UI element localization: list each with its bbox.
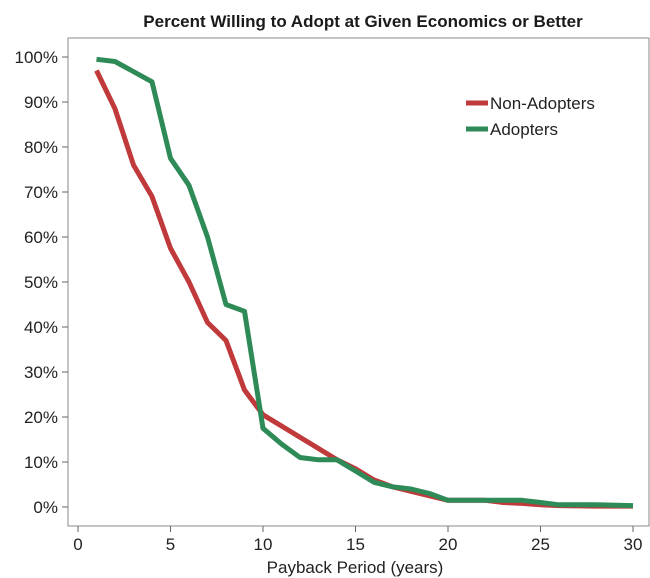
x-tick-label: 10 [254, 535, 273, 554]
x-axis-label: Payback Period (years) [267, 558, 444, 577]
y-tick-label: 0% [33, 498, 58, 517]
x-tick-label: 5 [166, 535, 175, 554]
legend: Non-Adopters Adopters [466, 94, 595, 139]
y-tick-label: 40% [24, 318, 58, 337]
x-tick-label: 0 [73, 535, 82, 554]
y-tick-label: 70% [24, 183, 58, 202]
legend-label: Non-Adopters [490, 94, 595, 113]
x-tick-label: 30 [624, 535, 643, 554]
y-tick-label: 50% [24, 273, 58, 292]
x-tick-label: 20 [439, 535, 458, 554]
y-tick-label: 20% [24, 408, 58, 427]
legend-label: Adopters [490, 120, 558, 139]
y-tick-label: 90% [24, 93, 58, 112]
y-tick-label: 10% [24, 453, 58, 472]
y-tick-label: 60% [24, 228, 58, 247]
x-tick-label: 25 [531, 535, 550, 554]
y-tick-label: 80% [24, 138, 58, 157]
series-group [94, 56, 634, 509]
chart-title: Percent Willing to Adopt at Given Econom… [143, 12, 583, 31]
y-tick-label: 30% [24, 363, 58, 382]
y-tick-label: 100% [15, 48, 58, 67]
axes-group: 0% 10% 20% 30% 40% 50% 60% 70% 80% 90% 100% 0 5 10 15 2… [15, 37, 650, 554]
series-line-adopters [96, 56, 634, 509]
x-tick-label: 15 [346, 535, 365, 554]
